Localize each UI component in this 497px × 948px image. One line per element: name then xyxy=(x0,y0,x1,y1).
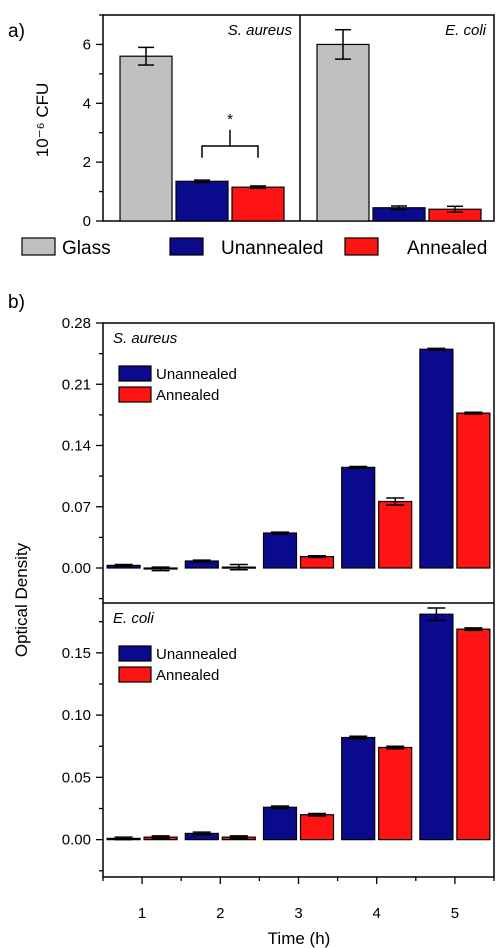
panel-a-bar xyxy=(316,43,370,222)
panel-a-legend-label: Annealed xyxy=(407,238,487,259)
panel-b-ytick-label: 0.10 xyxy=(62,707,91,724)
panel-a-frame xyxy=(102,14,495,222)
panel-a-legend-swatch xyxy=(344,237,379,256)
panel-b-bar xyxy=(419,348,454,569)
panel-b-subplot-title: E. coli xyxy=(113,610,155,627)
panel-b-subplot-title: S. aureus xyxy=(113,330,178,347)
panel-a-plot: 0 2 4 6 S. aureus * E. coli xyxy=(83,14,495,230)
panel-a-significance-star: * xyxy=(227,111,233,128)
panel-a-ytick-label: 6 xyxy=(83,36,91,53)
panel-b-legend-swatch xyxy=(118,386,152,403)
panel-a-ytick-label: 0 xyxy=(83,213,91,230)
panel-a-legend-label: Unannealed xyxy=(221,238,323,259)
panel-b-legend-label: Annealed xyxy=(156,667,219,684)
panel-a-bar xyxy=(119,55,173,222)
panel-b-bar xyxy=(378,500,413,569)
panel-b-legend-label: Unannealed xyxy=(156,646,237,663)
panel-b-xtick-label: 4 xyxy=(373,905,381,922)
panel-b-bar xyxy=(456,628,491,841)
panel-b-legend-label: Annealed xyxy=(156,387,219,404)
panel-b-ytick-label: 0.15 xyxy=(62,645,91,662)
panel-b-ytick-label: 0.14 xyxy=(62,438,91,455)
panel-b-bar xyxy=(419,613,454,841)
panel-b-bar xyxy=(341,466,376,569)
panel-b-plot: S. aureus 0.00 0.07 0.14 0.21 0.28 Unannealed A… xyxy=(62,315,495,922)
panel-b-legend-swatch xyxy=(118,645,152,662)
panel-b-ytick-label: 0.00 xyxy=(62,832,91,849)
panel-b-bar xyxy=(341,736,376,841)
panel-b-bar xyxy=(456,412,491,569)
panel-a-ytick-label: 2 xyxy=(83,154,91,171)
panel-a-subplot-title: S. aureus xyxy=(228,22,293,39)
panel-b-xtick-label: 2 xyxy=(216,905,224,922)
panel-b-ylabel: Optical Density xyxy=(12,542,31,657)
panel-a-significance-bracket xyxy=(201,145,259,158)
panel-b-bar xyxy=(299,814,335,841)
panel-b-ytick-label: 0.21 xyxy=(62,376,91,393)
panel-b-xtick-label: 1 xyxy=(138,905,146,922)
panel-a-legend-swatch xyxy=(169,237,204,256)
panel-b-ytick-label: 0.28 xyxy=(62,315,91,332)
panel-b-legend-swatch xyxy=(118,666,152,683)
panel-b-ytick-label: 0.00 xyxy=(62,560,91,577)
panel-a-legend: Glass Unannealed Annealed xyxy=(21,237,487,259)
panel-b-bar xyxy=(378,746,413,841)
panel-a-ytick-label: 4 xyxy=(83,95,91,112)
panel-b-ytick-label: 0.05 xyxy=(62,769,91,786)
panel-b-ytick-label: 0.07 xyxy=(62,499,91,516)
panel-b-bar xyxy=(262,806,298,841)
panel-b-xtick-label: 5 xyxy=(451,905,459,922)
panel-a-subplot-title: E. coli xyxy=(445,22,487,39)
panel-b-legend-label: Unannealed xyxy=(156,366,237,383)
panel-a-bar xyxy=(175,180,229,222)
panel-a-bar xyxy=(231,186,285,222)
panel-a-legend-swatch xyxy=(21,237,56,256)
panel-b-label: b) xyxy=(8,292,25,313)
panel-b-xlabel: Time (h) xyxy=(268,929,331,948)
panel-b-legend-swatch xyxy=(118,365,152,382)
panel-a-label: a) xyxy=(8,21,25,42)
panel-a-ylabel: 10⁻⁶ CFU xyxy=(33,83,52,158)
panel-a-legend-label: Glass xyxy=(62,238,111,259)
panel-b-bar xyxy=(262,532,298,569)
panel-b-bar xyxy=(299,556,335,569)
panel-b-xtick-label: 3 xyxy=(294,905,302,922)
